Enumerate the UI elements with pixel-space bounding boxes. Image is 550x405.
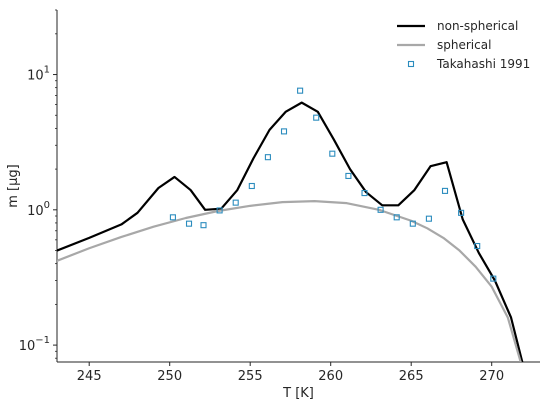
y-tick-label: 10−1: [19, 335, 50, 354]
x-axis-label: T [K]: [282, 386, 314, 401]
series-line-spherical: [57, 200, 522, 362]
legend-item: non-spherical: [397, 19, 518, 33]
data-point-takahashi-1991: [185, 220, 193, 227]
data-point-takahashi-1991: [264, 154, 271, 161]
data-point-takahashi-1991: [297, 87, 304, 94]
x-tick-label: 270: [479, 369, 504, 384]
data-point-takahashi-1991: [200, 222, 207, 229]
axes-frame: [56, 10, 540, 363]
data-point-takahashi-1991: [216, 207, 223, 214]
series-line-non-spherical: [57, 101, 524, 362]
x-tick-label: 265: [399, 369, 424, 384]
legend-swatch: [407, 60, 415, 68]
x-tick-label: 245: [77, 369, 102, 384]
ticks: 245 250 255 260 265 270 10−1 100 101: [19, 9, 504, 384]
legend-item: Takahashi 1991: [407, 57, 530, 71]
data-point-takahashi-1991: [232, 199, 239, 206]
data-point-takahashi-1991: [345, 172, 352, 179]
y-tick-label: 101: [27, 65, 50, 84]
y-axis-label: m [μg]: [6, 164, 21, 207]
data-point-takahashi-1991: [248, 182, 255, 190]
data-point-takahashi-1991: [409, 220, 416, 227]
data-point-takahashi-1991: [377, 206, 384, 213]
x-tick-label: 260: [318, 369, 343, 384]
y-tick-label: 100: [27, 200, 50, 219]
x-tick-label: 255: [238, 369, 263, 384]
data-point-takahashi-1991: [169, 214, 176, 221]
data-point-takahashi-1991: [441, 187, 449, 194]
legend-label: Takahashi 1991: [436, 57, 530, 71]
legend-label: spherical: [437, 38, 491, 52]
legend-label: non-spherical: [437, 19, 518, 33]
x-tick-label: 250: [157, 369, 182, 384]
data-point-takahashi-1991: [425, 215, 432, 222]
data-point-takahashi-1991: [361, 190, 368, 197]
data-point-takahashi-1991: [474, 242, 481, 250]
data-point-takahashi-1991: [490, 275, 497, 282]
data-point-takahashi-1991: [458, 209, 465, 216]
data-point-takahashi-1991: [313, 114, 320, 121]
plot-area: [57, 87, 524, 362]
legend-item: spherical: [397, 38, 491, 52]
legend: non-spherical spherical Takahashi 1991: [397, 19, 530, 71]
data-point-takahashi-1991: [329, 150, 336, 157]
data-point-takahashi-1991: [393, 214, 400, 221]
data-point-takahashi-1991: [280, 128, 288, 135]
